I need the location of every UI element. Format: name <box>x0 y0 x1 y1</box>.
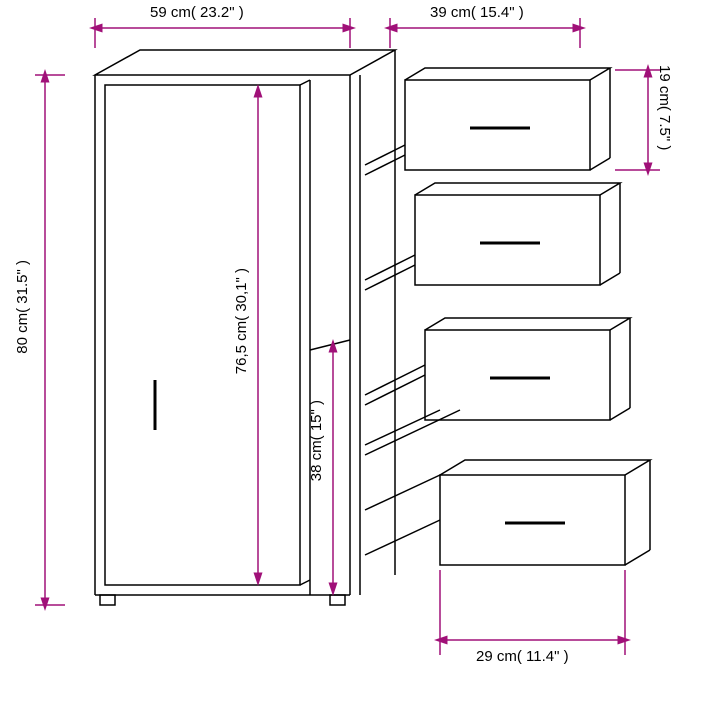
dim-depth: 39 cm( 15.4" ) <box>430 4 524 21</box>
cabinet-diagram <box>0 0 705 705</box>
dim-width: 59 cm( 23.2" ) <box>150 4 244 21</box>
dim-shelf-height: 38 cm( 15" ) <box>308 400 325 481</box>
dim-height: 80 cm( 31.5" ) <box>14 260 31 354</box>
dim-drawer-width: 29 cm( 11.4" ) <box>476 648 569 665</box>
dim-drawer-height: 19 cm( 7.5" ) <box>656 65 673 150</box>
dim-inner-height: 76,5 cm( 30,1" ) <box>233 268 250 374</box>
